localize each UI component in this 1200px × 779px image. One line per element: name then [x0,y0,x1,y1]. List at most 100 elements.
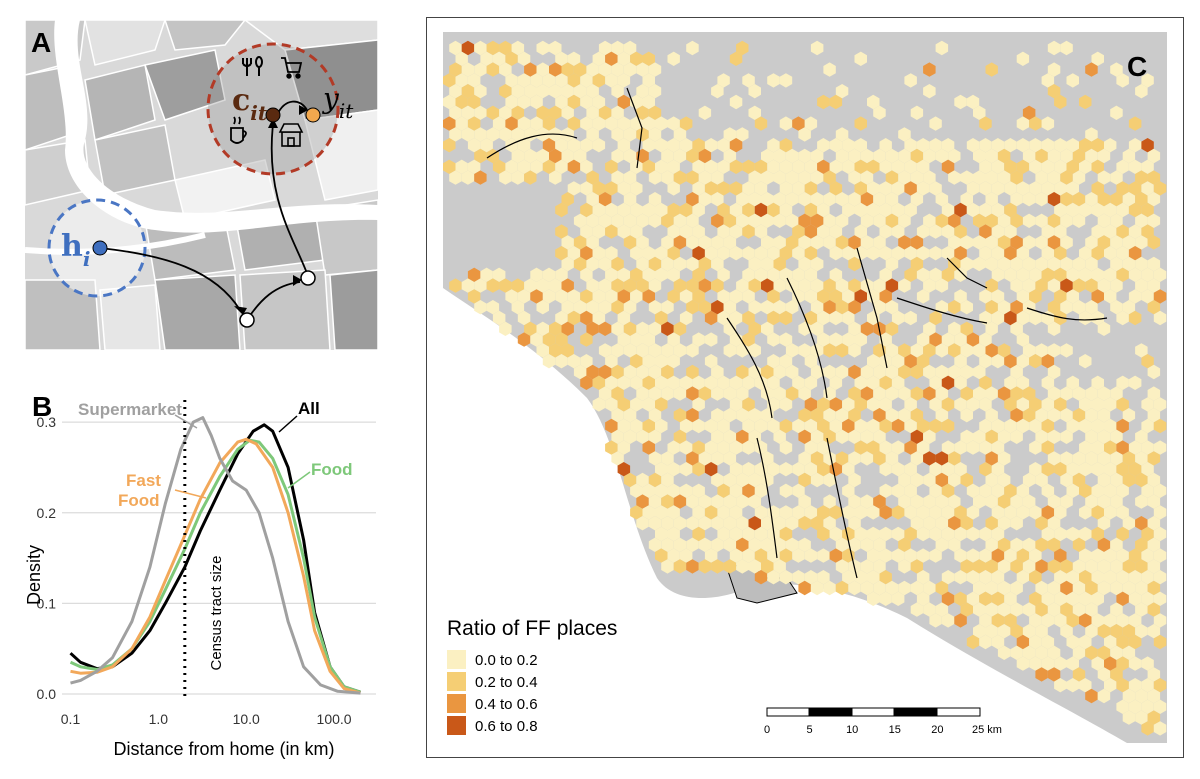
hex-cell [611,321,624,336]
hex-cell [717,267,730,282]
hex-cell [1072,213,1086,228]
hex-cell [829,332,843,347]
conceptual-map: A hi cit yit [24,19,379,351]
hex-cell [991,613,1005,628]
hex-cell [904,310,917,326]
hex-cell [891,483,905,498]
legend-title: Ratio of FF places [447,617,617,640]
hex-cell [679,418,693,434]
hex-cell [1079,526,1092,542]
hex-cell [973,386,986,401]
hex-cell [1010,559,1023,574]
hex-cell [873,559,886,574]
hex-cell [979,289,992,304]
hex-cell [941,202,955,218]
hex-cell [655,202,668,218]
hex-cell [711,516,724,531]
hex-cell [1054,202,1067,218]
hex-cell [954,591,967,606]
hex-cell [555,332,568,347]
hex-cell [1079,570,1092,585]
hex-cell [1004,202,1017,218]
hex-cell [542,73,556,88]
hex-cell [736,278,749,293]
hex-cell [1091,505,1104,520]
hex-cell [686,192,699,207]
hex-cell [698,516,712,531]
hex-cell [910,559,924,574]
hex-cell [885,300,899,315]
hex-cell [667,159,680,174]
hex-cell [723,235,737,250]
hex-cell [636,429,649,444]
hex-cell [611,386,624,401]
hex-cell [1072,170,1086,185]
hex-cell [1035,429,1048,444]
hex-cell [979,483,992,498]
hex-cell [1047,213,1061,228]
hex-cell [1079,138,1092,153]
hex-cell [1004,159,1017,174]
hex-cell [580,246,593,261]
hex-cell [879,224,892,239]
hex-cell [1066,418,1079,434]
hex-cell [798,580,811,596]
hex-cell [941,570,955,585]
hex-cell [948,321,961,336]
hex-cell [630,354,643,369]
hex-cell [530,73,543,88]
hex-cell [817,505,830,520]
hex-cell [935,213,949,228]
scale-tick-label: 5 [807,724,813,736]
hex-cell [798,516,811,531]
hex-cell [879,483,892,498]
hex-cell [935,537,949,552]
legend-label: 0.2 to 0.4 [475,674,538,691]
hex-cell [648,451,662,466]
hex-cell [1135,688,1148,704]
hex-cell [1041,418,1055,434]
hex-cell [798,408,811,423]
hex-cell [929,224,942,239]
hex-cell [1004,613,1017,628]
hex-cell [923,170,936,185]
hex-cell [542,267,556,282]
hex-cell [835,451,849,466]
hex-cell [1128,310,1142,326]
hex-cell [898,127,911,142]
hex-cell [742,375,755,390]
hex-cell [1029,310,1042,326]
hex-cell [941,613,955,628]
hex-cell [567,116,581,131]
hex-cell [673,537,687,552]
hex-cell [891,505,905,520]
hex-cell [1041,483,1055,498]
hex-cell [979,591,992,606]
hex-cell [767,375,780,390]
hex-cell [555,159,568,174]
hex-cell [885,408,899,423]
hex-cell [1010,364,1023,380]
hex-cell [1022,624,1036,639]
hex-cell [966,397,980,412]
hex-cell [1079,354,1092,369]
hex-cell [748,343,761,358]
hex-cell [891,202,905,218]
hex-cell [979,224,992,239]
hex-cell [960,408,973,423]
hex-cell [966,332,980,347]
hex-cell [1153,570,1167,585]
hex-cell [948,300,961,315]
hex-cell [835,235,849,250]
hex-cell [910,516,924,531]
hex-cell [867,397,880,412]
hex-cell [679,483,693,498]
hex-cell [979,440,992,455]
hex-cell [661,148,674,164]
hex-cell [480,138,493,153]
hex-cell [923,62,936,77]
hex-cell [817,462,830,477]
hex-cell [1128,246,1142,261]
hex-cell [1135,602,1148,617]
hex-cell [1153,634,1167,650]
